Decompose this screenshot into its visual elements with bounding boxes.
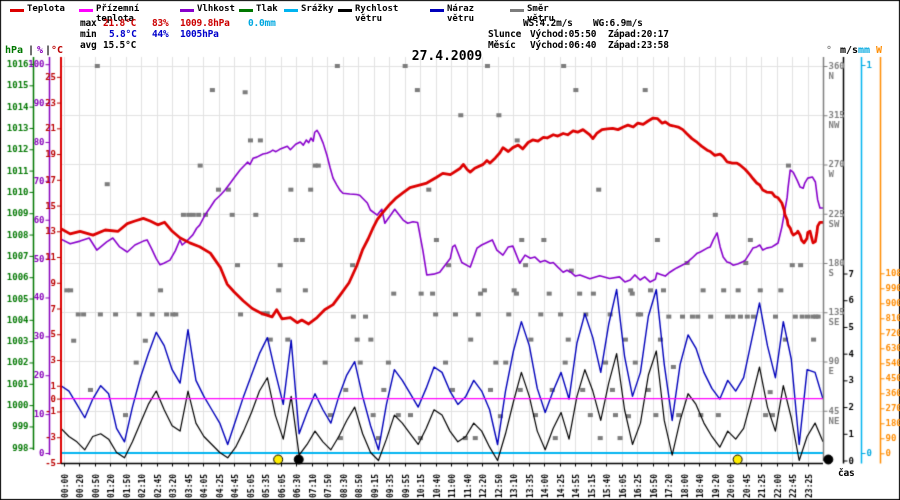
sunrise-time: Východ:05:50 <box>530 29 597 40</box>
chart-title: 27.4.2009 <box>411 49 483 64</box>
min-label: min <box>80 29 97 40</box>
wind-direction-line-swatch <box>510 9 524 12</box>
wind-gust-current: WG:6.9m/s <box>593 18 643 29</box>
wind-gust-line-swatch <box>430 9 444 12</box>
temperature-line-swatch <box>10 9 24 12</box>
max-temp: 21.8°C <box>103 18 137 29</box>
temperature-axis-unit: °C <box>51 45 64 56</box>
max-pressure: 1009.8hPa <box>180 18 230 29</box>
legend-label: Vlhkost <box>197 4 235 14</box>
precip-axis-unit: mm <box>858 45 871 56</box>
moon-label: Měsíc <box>488 40 516 51</box>
pressure-line-swatch <box>239 9 253 12</box>
solar-axis-unit: W <box>876 45 883 56</box>
legend-label: Přízemní teplota <box>96 4 140 24</box>
wind-axis-unit: m/s <box>840 45 859 56</box>
max-humidity: 83% <box>152 18 169 29</box>
avg-label: avg <box>80 40 97 51</box>
wind-direction-axis-unit: ° <box>826 45 833 56</box>
min-humidity: 44% <box>152 29 169 40</box>
time-axis-label: čas <box>838 468 855 479</box>
min-pressure: 1005hPa <box>180 29 219 40</box>
legend-label: Srážky <box>301 4 334 14</box>
legend-label: Náraz větru <box>447 4 475 24</box>
legend-label: Tlak <box>256 4 278 14</box>
axis-separator: | <box>28 45 35 56</box>
moonset-time: Západ:23:58 <box>608 40 669 51</box>
legend-label: Rychlost větru <box>355 4 399 24</box>
moonrise-time: Východ:06:40 <box>530 40 597 51</box>
wind-speed-line-swatch <box>338 9 352 12</box>
max-label: max <box>80 18 97 29</box>
ground-temperature-line-swatch <box>79 9 93 12</box>
sun-label: Slunce <box>488 29 522 40</box>
humidity-axis-unit: % <box>37 45 44 56</box>
legend-label: Směr větru <box>527 4 555 24</box>
avg-temp: 15.5°C <box>103 40 137 51</box>
min-temp: 5.8°C <box>109 29 137 40</box>
legend-label: Teplota <box>27 4 65 14</box>
sunset-time: Západ:20:17 <box>608 29 669 40</box>
wind-speed-current: WS:4.2m/s <box>523 18 573 29</box>
precipitation-line-swatch <box>284 9 298 12</box>
humidity-line-swatch <box>180 9 194 12</box>
axis-separator: | <box>45 45 52 56</box>
max-precip: 0.0mm <box>248 18 276 29</box>
pressure-axis-unit: hPa <box>5 45 24 56</box>
